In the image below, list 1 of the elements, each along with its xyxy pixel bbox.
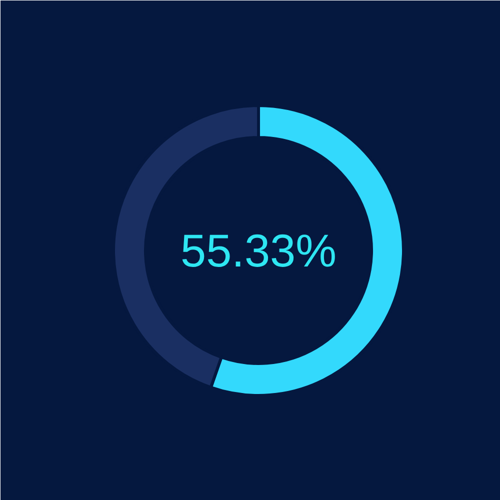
text: 55.33% xyxy=(180,224,337,276)
